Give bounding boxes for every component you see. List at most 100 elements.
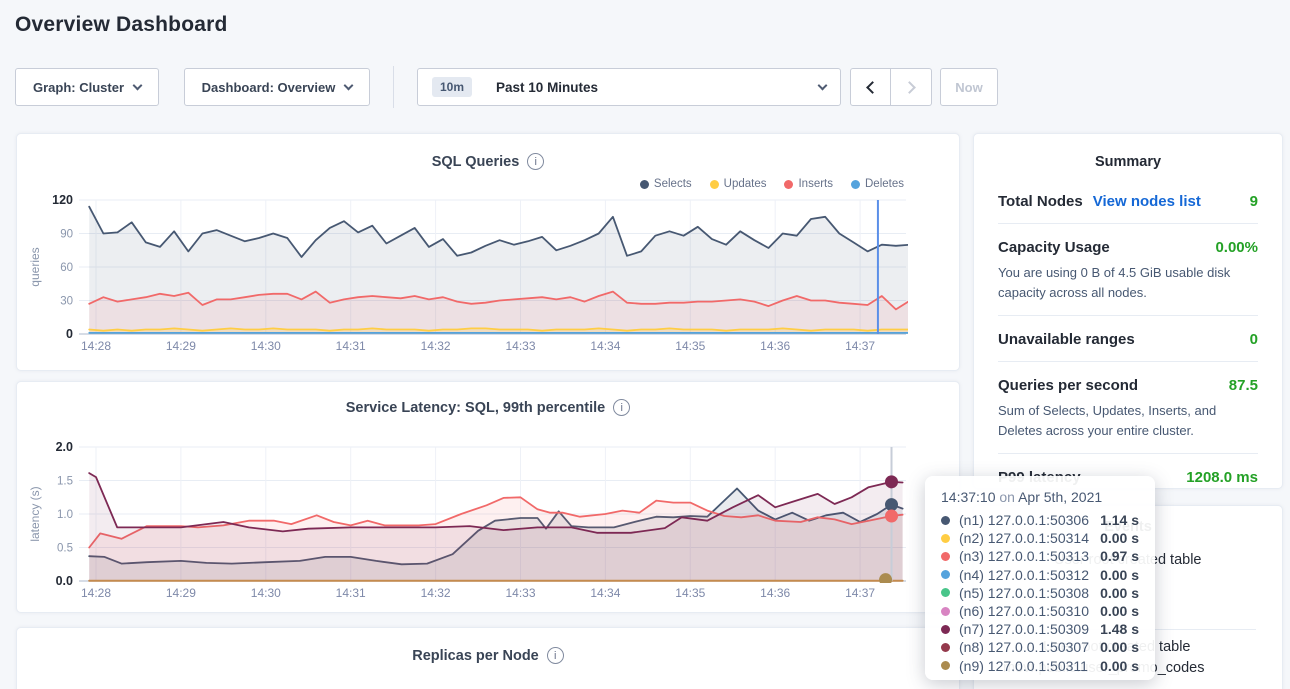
chart-title-text: SQL Queries <box>431 153 520 170</box>
info-icon[interactable]: i <box>527 153 545 170</box>
time-nav-group <box>850 68 932 106</box>
tooltip-node-value: 0.00 s <box>1100 657 1139 674</box>
svg-text:30: 30 <box>60 296 73 308</box>
legend-dot-icon <box>709 179 719 189</box>
svg-text:120: 120 <box>52 193 73 207</box>
chart-title-text: Service Latency: SQL, 99th percentile <box>345 399 606 416</box>
summary-title: Summary <box>1094 154 1162 170</box>
tooltip-node-label: (n5) 127.0.0.1:50308 <box>959 584 1089 601</box>
prev-time-button[interactable] <box>850 68 891 106</box>
legend-item[interactable]: Selects <box>639 178 692 190</box>
svg-text:0.5: 0.5 <box>57 543 73 555</box>
chevron-down-icon <box>817 80 828 90</box>
svg-text:2.0: 2.0 <box>56 440 73 454</box>
tooltip-row: (n8) 127.0.0.1:50307 0.00 s <box>941 638 1139 656</box>
summary-label: Total Nodes <box>998 193 1083 210</box>
summary-row-capacity-usage: Capacity Usage 0.00% You are using 0 B o… <box>998 224 1258 316</box>
service-latency-chart[interactable]: 14:28 14:29 14:30 14:31 14:32 14:33 14:34 14:35… <box>17 382 961 614</box>
tooltip-row: (n6) 127.0.0.1:50310 0.00 s <box>941 602 1139 620</box>
tooltip-node-label: (n2) 127.0.0.1:50314 <box>959 530 1089 547</box>
svg-text:90: 90 <box>60 229 73 241</box>
dashboard-dropdown-label: Dashboard: Overview <box>201 79 336 95</box>
svg-text:14:36: 14:36 <box>760 339 790 353</box>
summary-panel: Summary Total Nodes View nodes list 9 Ca… <box>973 133 1283 489</box>
svg-text:14:32: 14:32 <box>421 586 451 600</box>
time-range-dropdown[interactable]: 10m Past 10 Minutes <box>417 68 841 106</box>
svg-text:14:29: 14:29 <box>166 586 196 600</box>
legend-item[interactable]: Updates <box>709 178 766 190</box>
legend-dot-icon <box>851 179 860 189</box>
tooltip-node-label: (n4) 127.0.0.1:50312 <box>959 566 1089 583</box>
page-title: Overview Dashboard <box>15 13 228 36</box>
series-dot-icon <box>941 661 950 671</box>
tooltip-node-value: 0.00 s <box>1100 603 1139 620</box>
svg-text:14:36: 14:36 <box>760 586 790 600</box>
tooltip-node-value: 0.00 s <box>1100 566 1139 583</box>
svg-text:latency (s): latency (s) <box>28 486 42 541</box>
svg-text:14:37: 14:37 <box>845 586 875 600</box>
summary-row-unavailable-ranges: Unavailable ranges 0 <box>998 316 1258 362</box>
svg-text:0: 0 <box>66 327 73 341</box>
svg-text:14:34: 14:34 <box>590 586 620 600</box>
replicas-per-node-title: Replicas per Node i <box>17 647 959 664</box>
svg-text:14:37: 14:37 <box>845 339 875 353</box>
tooltip-node-label: (n6) 127.0.0.1:50310 <box>959 603 1089 620</box>
sql-queries-card: SQL Queries i Selects Updates Inserts Delet… <box>16 133 960 371</box>
svg-text:14:33: 14:33 <box>505 339 535 353</box>
svg-text:14:34: 14:34 <box>590 339 620 353</box>
svg-text:14:32: 14:32 <box>421 339 451 353</box>
svg-text:0.0: 0.0 <box>56 574 73 588</box>
svg-text:1.5: 1.5 <box>57 476 73 488</box>
info-icon[interactable]: i <box>613 399 631 416</box>
summary-value: 9 <box>1249 193 1258 210</box>
next-time-button[interactable] <box>891 68 932 106</box>
series-dot-icon <box>941 551 950 561</box>
svg-text:14:28: 14:28 <box>81 586 111 600</box>
tooltip-node-label: (n7) 127.0.0.1:50309 <box>959 621 1089 638</box>
summary-subtext: Sum of Selects, Updates, Inserts, and De… <box>998 403 1217 438</box>
tooltip-row: (n7) 127.0.0.1:50309 1.48 s <box>941 620 1139 638</box>
tooltip-node-value: 0.97 s <box>1100 548 1139 565</box>
tooltip-row: (n5) 127.0.0.1:50308 0.00 s <box>941 584 1139 602</box>
tooltip-node-value: 0.00 s <box>1100 639 1139 656</box>
tooltip-row: (n3) 127.0.0.1:50313 0.97 s <box>941 547 1139 565</box>
info-icon[interactable]: i <box>546 647 564 664</box>
tooltip-node-label: (n3) 127.0.0.1:50313 <box>959 548 1089 565</box>
toolbar-divider <box>393 66 394 108</box>
legend-item[interactable]: Inserts <box>784 178 833 190</box>
chart-tooltip: 14:37:10 on Apr 5th, 2021 (n1) 127.0.0.1… <box>925 476 1155 680</box>
legend-label: Selects <box>653 178 692 190</box>
svg-text:14:33: 14:33 <box>505 586 535 600</box>
chevron-left-icon <box>866 80 879 94</box>
tooltip-row: (n4) 127.0.0.1:50312 0.00 s <box>941 566 1139 584</box>
time-range-label: Past 10 Minutes <box>496 79 599 95</box>
legend-label: Inserts <box>798 178 833 190</box>
series-dot-icon <box>941 642 950 652</box>
summary-label: Capacity Usage <box>998 239 1110 256</box>
summary-value: 0 <box>1249 331 1258 348</box>
summary-subtext: You are using 0 B of 4.5 GiB usable disk… <box>998 265 1231 300</box>
sql-queries-chart[interactable]: 14:28 14:29 14:30 14:31 14:32 14:33 14:34 14:35… <box>17 134 961 372</box>
replicas-per-node-card: Replicas per Node i <box>16 627 960 689</box>
summary-label: Unavailable ranges <box>998 331 1135 348</box>
tooltip-node-value: 0.00 s <box>1100 584 1139 601</box>
now-button[interactable]: Now <box>940 68 998 106</box>
tooltip-row: (n2) 127.0.0.1:50314 0.00 s <box>941 529 1139 547</box>
sql-queries-title: SQL Queries i <box>17 153 959 170</box>
tooltip-node-value: 0.00 s <box>1100 530 1139 547</box>
tooltip-node-label: (n1) 127.0.0.1:50306 <box>959 512 1089 529</box>
dashboard-dropdown[interactable]: Dashboard: Overview <box>184 68 370 106</box>
svg-text:14:35: 14:35 <box>675 586 705 600</box>
summary-value: 87.5 <box>1228 377 1258 394</box>
view-nodes-list-link[interactable]: View nodes list <box>1092 193 1201 210</box>
svg-text:14:31: 14:31 <box>336 339 366 353</box>
tooltip-node-value: 1.48 s <box>1100 621 1139 638</box>
summary-row-total-nodes: Total Nodes View nodes list 9 <box>998 178 1258 224</box>
summary-label: Queries per second <box>998 377 1139 394</box>
time-range-badge: 10m <box>432 77 473 97</box>
tooltip-node-value: 1.14 s <box>1100 512 1139 529</box>
graph-dropdown[interactable]: Graph: Cluster <box>15 68 159 106</box>
legend-item[interactable]: Deletes <box>851 178 904 190</box>
series-dot-icon <box>941 588 950 598</box>
service-latency-card: Service Latency: SQL, 99th percentile i … <box>16 381 960 613</box>
